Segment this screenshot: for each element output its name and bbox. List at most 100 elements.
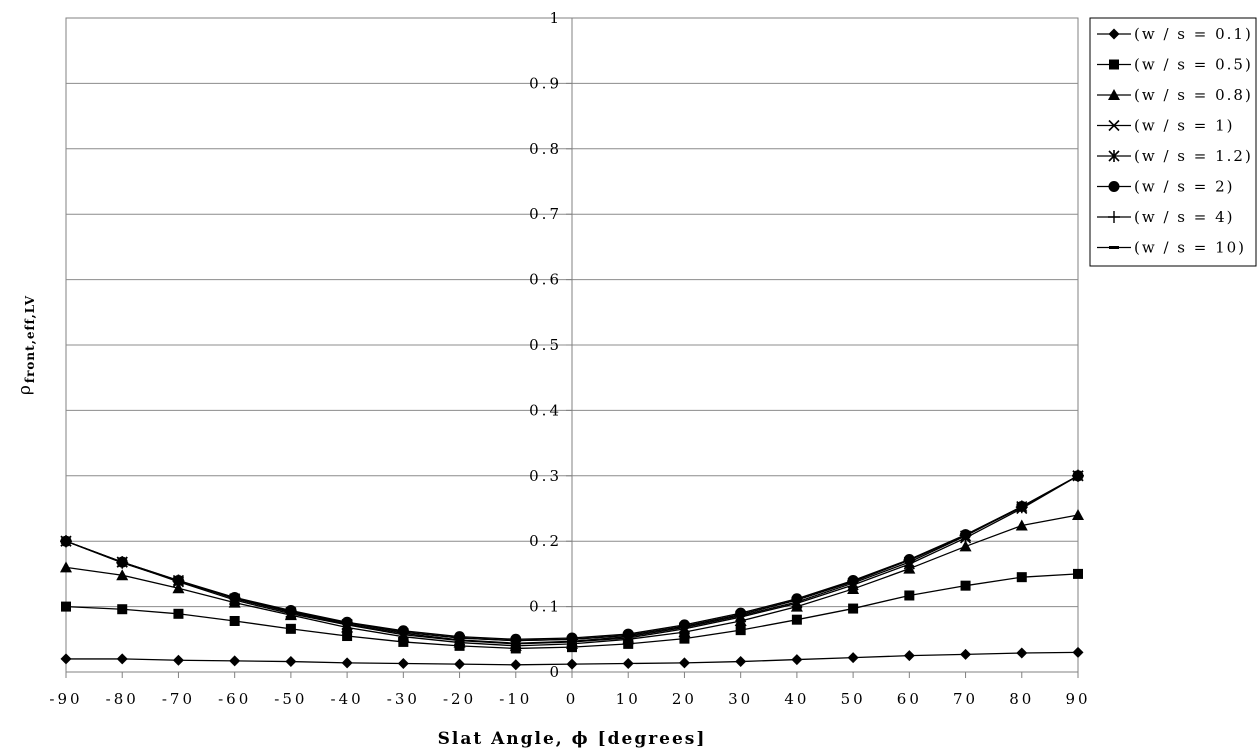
series-3-point-2 bbox=[172, 582, 185, 594]
x-tick-label-14: 50 bbox=[841, 690, 866, 708]
legend-item-5: (w / s = 1.2) bbox=[1097, 147, 1253, 165]
legend-item-1: (w / s = 0.1) bbox=[1097, 25, 1253, 43]
legend-label-6: (w / s = 2) bbox=[1134, 178, 1234, 196]
legend-label-4: (w / s = 1) bbox=[1134, 117, 1234, 135]
legend-marker-2 bbox=[1109, 59, 1119, 70]
legend-marker-5 bbox=[1108, 150, 1120, 162]
x-tick-label-15: 60 bbox=[897, 690, 922, 708]
svg-text:ρfront,eff,LV: ρfront,eff,LV bbox=[15, 295, 37, 395]
series-8 bbox=[61, 474, 1083, 643]
series-1-point-9 bbox=[566, 658, 578, 670]
series-1-point-0 bbox=[60, 653, 72, 665]
series-2-point-12 bbox=[735, 625, 746, 636]
x-tick-label-10: 10 bbox=[616, 690, 641, 708]
series-8-point-13 bbox=[791, 598, 802, 602]
legend-marker-1 bbox=[1108, 28, 1120, 40]
series-1-point-2 bbox=[172, 654, 184, 666]
series-8-point-14 bbox=[848, 580, 859, 584]
x-tick-label-11: 20 bbox=[672, 690, 697, 708]
y-axis-title-subscript: front,eff,LV bbox=[23, 295, 37, 383]
y-axis-title: ρfront,eff,LV bbox=[15, 295, 37, 395]
series-2-point-14 bbox=[848, 603, 859, 614]
x-tick-label-17: 80 bbox=[1009, 690, 1034, 708]
series-8-point-7 bbox=[454, 636, 465, 640]
series-3-point-15 bbox=[903, 562, 916, 574]
series-1-point-7 bbox=[454, 658, 466, 670]
legend-marker-7 bbox=[1108, 211, 1120, 223]
series-8-point-10 bbox=[623, 633, 634, 637]
legend-marker-8 bbox=[1109, 246, 1119, 249]
y-tick-label-2: 0.2 bbox=[529, 532, 562, 550]
x-tick-label-3: -60 bbox=[218, 690, 251, 708]
x-tick-label-7: -20 bbox=[443, 690, 476, 708]
series-8-point-1 bbox=[117, 561, 128, 565]
series-3-point-16 bbox=[959, 540, 972, 552]
legend-item-2: (w / s = 0.5) bbox=[1097, 56, 1251, 74]
x-tick-label-12: 30 bbox=[728, 690, 753, 708]
legend-label-5: (w / s = 1.2) bbox=[1134, 147, 1253, 165]
series-2-point-5 bbox=[342, 631, 353, 642]
series-8-point-5 bbox=[342, 621, 353, 625]
legend-marker-3 bbox=[1108, 89, 1120, 100]
y-axis-title-symbol: ρ bbox=[15, 383, 35, 395]
series-3-point-1 bbox=[116, 569, 129, 581]
y-tick-labels: 0 0.1 0.2 0.3 0.4 0.5 0.6 0.7 0.8 0.9 1 bbox=[529, 9, 572, 681]
x-tick-label-16: 70 bbox=[953, 690, 978, 708]
legend-frame bbox=[1089, 17, 1257, 267]
series-group bbox=[60, 469, 1084, 671]
y-tick-label-3: 0.3 bbox=[529, 467, 562, 485]
series-2-point-15 bbox=[904, 590, 915, 601]
x-axis-title: Slat Angle, ϕ [degrees] bbox=[438, 729, 707, 749]
series-8-point-9 bbox=[567, 637, 577, 641]
series-8-point-18 bbox=[1073, 474, 1083, 478]
series-2-point-16 bbox=[960, 580, 971, 591]
series-1-point-18 bbox=[1072, 646, 1084, 658]
legend-marker-4 bbox=[1108, 119, 1120, 132]
legend-label-3: (w / s = 0.8) bbox=[1134, 86, 1253, 104]
series-2-point-4 bbox=[285, 623, 296, 634]
x-tick-label-1: -80 bbox=[106, 690, 139, 708]
series-2-point-0 bbox=[61, 601, 71, 612]
x-tick-label-5: -40 bbox=[331, 690, 364, 708]
y-tick-label-0: 0 bbox=[549, 663, 562, 681]
x-tick-label-4: -50 bbox=[274, 690, 307, 708]
x-tick-label-6: -30 bbox=[387, 690, 420, 708]
series-1 bbox=[60, 646, 1084, 671]
legend-item-4: (w / s = 1) bbox=[1097, 117, 1234, 135]
series-1-point-11 bbox=[678, 657, 690, 669]
x-tick-label-2: -70 bbox=[162, 690, 195, 708]
series-2-point-11 bbox=[679, 633, 690, 644]
x-tick-label-18: 90 bbox=[1065, 690, 1090, 708]
legend-label-8: (w / s = 10) bbox=[1134, 239, 1246, 257]
series-1-point-1 bbox=[116, 653, 128, 665]
series-2-point-1 bbox=[117, 604, 128, 615]
x-tick-label-0: -90 bbox=[49, 690, 82, 708]
y-tick-label-1: 0.1 bbox=[529, 598, 562, 616]
legend-label-1: (w / s = 0.1) bbox=[1134, 25, 1253, 43]
legend-item-3: (w / s = 0.8) bbox=[1097, 86, 1253, 104]
plot-area: 00.10.20.30.40.50.60.70.80.91 -90 -80 -70-… bbox=[49, 9, 1090, 708]
series-8-point-0 bbox=[61, 539, 71, 543]
series-2-point-2 bbox=[173, 608, 184, 619]
x-tick-label-13: 40 bbox=[784, 690, 809, 708]
series-8-point-16 bbox=[960, 533, 971, 537]
y-tick-label-8: 0.8 bbox=[529, 140, 562, 158]
series-8-point-17 bbox=[1016, 505, 1027, 509]
series-2-point-18 bbox=[1073, 568, 1083, 579]
series-2-point-6 bbox=[398, 636, 409, 647]
series-2-point-3 bbox=[229, 615, 240, 626]
series-3-point-17 bbox=[1015, 519, 1028, 531]
y-tick-label-10: 1 bbox=[549, 9, 562, 27]
legend-marker-6 bbox=[1108, 181, 1120, 192]
series-8-point-4 bbox=[285, 610, 296, 614]
y-tick-label-5: 0.5 bbox=[529, 336, 562, 354]
series-8-point-3 bbox=[229, 596, 240, 600]
y-tick-label-4: 0.4 bbox=[529, 401, 562, 419]
series-1-point-15 bbox=[903, 650, 915, 662]
series-1-point-3 bbox=[229, 655, 241, 667]
legend-item-7: (w / s = 4) bbox=[1097, 208, 1232, 226]
series-3-point-0 bbox=[60, 561, 72, 573]
series-1-point-6 bbox=[397, 657, 409, 669]
series-1-point-13 bbox=[791, 654, 803, 666]
